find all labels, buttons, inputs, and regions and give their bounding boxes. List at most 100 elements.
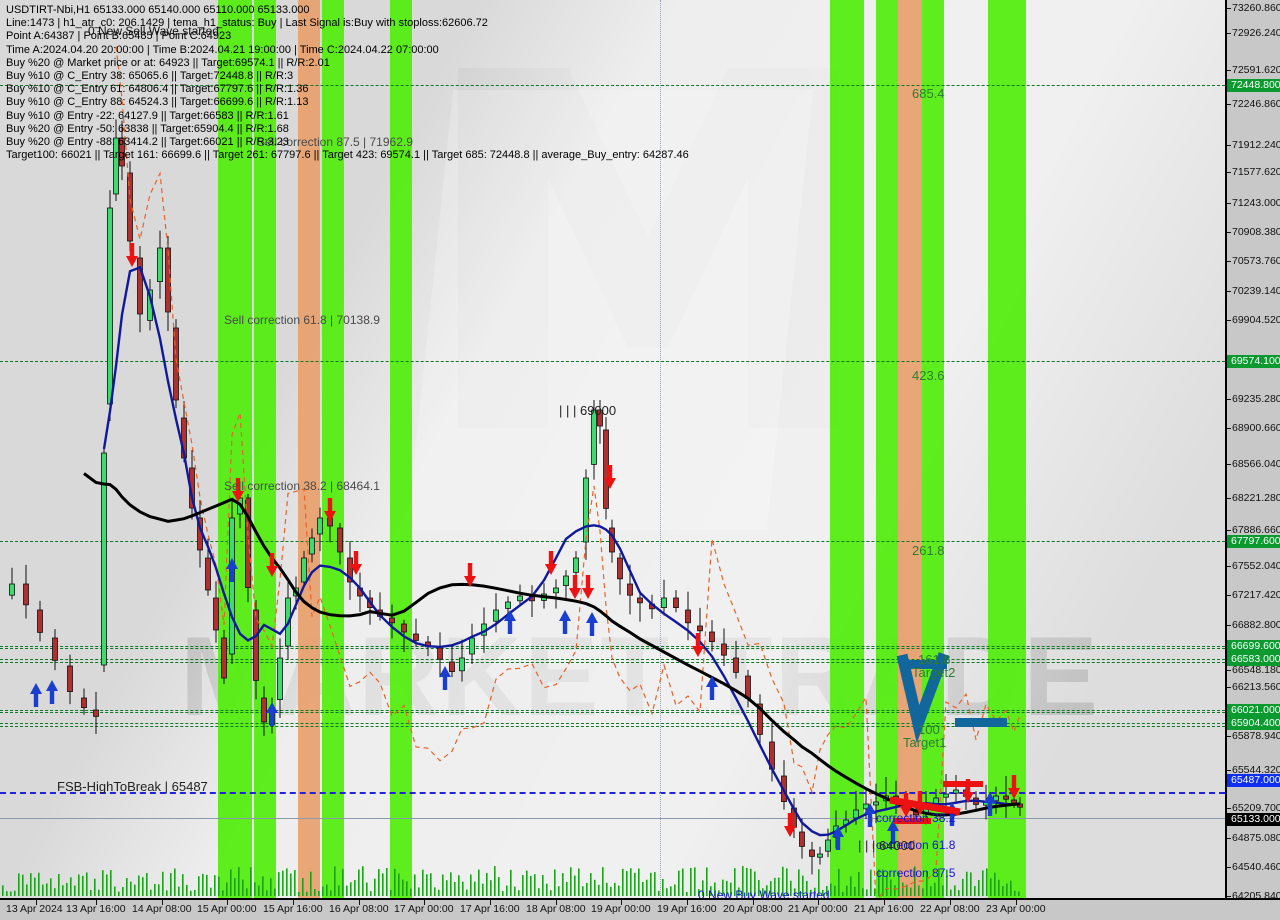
price-tick: 65209.700	[1227, 802, 1280, 815]
time-tick-label: 19 Apr 16:00	[657, 903, 717, 915]
sell-arrow-icon	[126, 243, 138, 267]
price-tick: 69904.520	[1227, 314, 1280, 327]
price-tick-label: 72448.800	[1231, 79, 1280, 91]
price-tick-label: 66583.000	[1231, 653, 1280, 665]
time-tick-mark	[490, 900, 491, 905]
sell-arrow-icon	[604, 465, 616, 489]
price-tick-label: 67552.040	[1232, 560, 1280, 572]
time-tick-label: 20 Apr 08:00	[723, 903, 783, 915]
chart-annotation: 161.8	[918, 652, 951, 667]
price-tick-label: 66213.560	[1232, 681, 1280, 693]
chart-annotation: Sell correction 61.8 | 70138.9	[224, 313, 380, 327]
price-tick-label: 70239.140	[1232, 285, 1280, 297]
info-line-9: Buy %20 @ Entry -88: 63414.2 || Target:6…	[6, 135, 289, 148]
price-series-canvas	[2, 46, 1023, 898]
price-tick: 66021.000	[1227, 704, 1280, 717]
chart-annotation: 423.6	[912, 368, 945, 383]
sell-arrow-icon	[1008, 775, 1020, 799]
buy-arrow-icon	[226, 558, 238, 582]
price-tick-label: 65209.700	[1232, 802, 1280, 814]
time-tick-label: 16 Apr 08:00	[329, 903, 389, 915]
time-tick-mark	[1016, 900, 1017, 905]
time-tick-mark	[884, 900, 885, 905]
sell-arrow-icon	[464, 563, 476, 587]
time-tick-label: 23 Apr 00:00	[986, 903, 1046, 915]
price-tick-label: 70908.380	[1232, 226, 1280, 238]
chart-annotation: 685.4	[912, 86, 945, 101]
price-tick: 67552.040	[1227, 560, 1280, 573]
price-tick-label: 71577.620	[1232, 166, 1280, 178]
buy-arrow-icon	[887, 820, 899, 844]
price-tick-label: 67886.660	[1232, 524, 1280, 536]
price-scale[interactable]: 73260.860 72926.240 72591.620 72448.800 7224…	[1225, 0, 1280, 902]
info-line-2: Time A:2024.04.20 20:00:00 | Time B:2024…	[6, 43, 439, 56]
time-tick-mark	[424, 900, 425, 905]
price-tick: 72448.800	[1227, 79, 1280, 92]
time-marker-line	[660, 0, 661, 898]
time-tick-label: 14 Apr 08:00	[132, 903, 192, 915]
price-tick: 64875.080	[1227, 832, 1280, 845]
chart-annotation: 0 New Buy Wave started	[698, 888, 830, 898]
price-tick-label: 69574.100	[1231, 355, 1280, 367]
time-tick-mark	[359, 900, 360, 905]
sell-arrow-icon	[582, 575, 594, 599]
buy-arrow-icon	[832, 826, 844, 850]
buy-arrow-icon	[46, 680, 58, 704]
time-tick-mark	[621, 900, 622, 905]
price-tick-label: 64540.460	[1232, 861, 1280, 873]
price-tick: 68900.660	[1227, 422, 1280, 435]
time-tick-label: 13 Apr 2024	[6, 903, 63, 915]
time-tick-mark	[162, 900, 163, 905]
time-tick-label: 17 Apr 16:00	[460, 903, 520, 915]
price-tick-label: 71912.240	[1232, 139, 1280, 151]
time-tick-mark	[753, 900, 754, 905]
price-tick-label: 66021.000	[1231, 704, 1280, 716]
sell-arrow-icon	[784, 813, 796, 837]
buy-arrow-icon	[30, 683, 42, 707]
chart-annotation: correction 61.8	[876, 838, 956, 852]
symbol-ohlc-line: USDTIRT-Nbi,H1 65133.000 65140.000 65110…	[6, 4, 310, 16]
price-tick: 68221.280	[1227, 492, 1280, 505]
price-tick: 72246.860	[1227, 98, 1280, 111]
chart-plot-area[interactable]: MARKET TRADE Sell correction 61	[0, 0, 1225, 898]
price-tick-label: 67217.420	[1232, 589, 1280, 601]
sell-arrow-icon	[545, 551, 557, 575]
time-tick-label: 17 Apr 00:00	[394, 903, 454, 915]
price-tick-label: 65904.400	[1231, 717, 1280, 729]
price-tick: 67217.420	[1227, 589, 1280, 602]
price-tick-label: 69235.280	[1232, 393, 1280, 405]
price-tick: 70908.380	[1227, 226, 1280, 239]
price-tick-label: 71243.000	[1232, 197, 1280, 209]
price-tick: 65133.000	[1227, 813, 1280, 826]
buy-arrow-icon	[706, 676, 718, 700]
chart-annotation: Sell correction 38.2 | 68464.1	[224, 479, 380, 493]
time-tick-label: 22 Apr 08:00	[920, 903, 980, 915]
price-tick: 65487.000	[1227, 774, 1280, 787]
time-tick-mark	[950, 900, 951, 905]
info-line-3: Buy %20 @ Market price or at: 64923 || T…	[6, 56, 330, 69]
chart-annotation: | | | 64000	[858, 838, 916, 853]
time-tick-label: 19 Apr 00:00	[591, 903, 651, 915]
price-tick-label: 68900.660	[1232, 422, 1280, 434]
price-tick: 65878.940	[1227, 730, 1280, 743]
time-tick-mark	[227, 900, 228, 905]
chart-annotation: correction 87.5	[876, 866, 956, 880]
info-line-4: Buy %10 @ C_Entry 38: 65065.6 || Target:…	[6, 69, 294, 82]
price-tick: 71243.000	[1227, 197, 1280, 210]
price-tick-label: 65133.000	[1231, 813, 1280, 825]
price-tick: 72591.620	[1227, 64, 1280, 77]
time-tick-mark	[293, 900, 294, 905]
info-line-10: Target100: 66021 || Target 161: 66699.6 …	[6, 149, 689, 162]
price-tick-label: 66699.600	[1231, 640, 1280, 652]
info-line-5: Buy %10 @ C_Entry 61: 64806.4 || Target:…	[6, 83, 309, 96]
buy-arrow-icon	[559, 610, 571, 634]
time-tick-mark	[96, 900, 97, 905]
sell-arrow-icon	[232, 478, 244, 502]
buy-arrow-icon	[504, 610, 516, 634]
time-scale[interactable]: 13 Apr 2024 13 Apr 16:00 14 Apr 08:00 15 Ap…	[0, 898, 1280, 920]
chart-annotation: | | | 69000	[559, 403, 617, 418]
time-tick-mark	[556, 900, 557, 905]
time-tick-mark	[36, 900, 37, 905]
price-tick: 69574.100	[1227, 355, 1280, 368]
time-tick-label: 21 Apr 00:00	[788, 903, 848, 915]
